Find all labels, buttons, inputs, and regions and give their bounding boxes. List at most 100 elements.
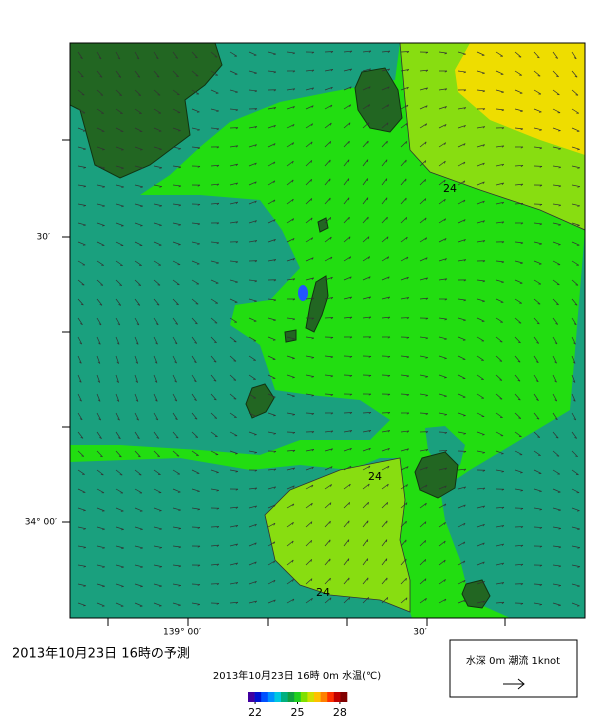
arrow [400, 178, 407, 186]
arrow [571, 260, 579, 266]
arrow [96, 431, 102, 439]
arrow [324, 197, 331, 205]
arrow-head [273, 504, 276, 508]
arrow-head [348, 236, 351, 240]
arrow [248, 542, 257, 547]
arrow [286, 559, 294, 566]
arrow [552, 165, 561, 168]
arrow [381, 316, 390, 319]
colorbar-tick-label: 25 [291, 706, 305, 719]
arrow [438, 598, 447, 604]
arrow [134, 602, 143, 607]
arrow-head [387, 68, 390, 71]
arrow-head [349, 336, 353, 339]
arrow [324, 393, 334, 395]
arrow [305, 466, 314, 471]
arrow [267, 486, 276, 490]
arrow-head [444, 395, 447, 398]
colorbar-segment [248, 692, 255, 702]
arrow [457, 239, 466, 243]
arrow-head [292, 298, 296, 301]
arrow-head [368, 68, 371, 71]
arrow-head [556, 455, 560, 457]
arrow [77, 89, 85, 96]
arrow-head [499, 398, 503, 400]
arrow [115, 146, 124, 151]
arrow-head [425, 277, 428, 280]
arrow [305, 217, 313, 224]
arrow-head [254, 581, 257, 584]
arrow [381, 104, 389, 110]
arrow-head [292, 318, 296, 321]
arrow-head [197, 147, 201, 150]
arrow [495, 469, 504, 472]
arrow [381, 197, 388, 205]
arrow-head [155, 418, 159, 421]
arrow [571, 469, 579, 475]
arrow [172, 260, 181, 266]
arrow-head [117, 323, 121, 326]
arrow-head [330, 256, 333, 260]
arrow [400, 374, 409, 377]
arrow [305, 105, 314, 110]
arrow-head [292, 218, 294, 221]
arrow [495, 221, 504, 224]
arrow [495, 374, 503, 381]
arrow [267, 219, 276, 224]
arrow [115, 317, 121, 326]
arrow [210, 127, 219, 130]
arrow-head [121, 205, 124, 208]
arrow-head [178, 585, 181, 587]
arrow-head [463, 504, 466, 508]
arrow-head [387, 86, 390, 89]
arrow [457, 393, 466, 398]
arrow-head [80, 75, 84, 78]
arrow-head [517, 341, 521, 344]
arrow [134, 450, 141, 458]
arrow-head [174, 361, 177, 364]
lat-label: 34° 00′ [25, 518, 57, 528]
arrow [153, 545, 162, 548]
arrow-head [520, 128, 524, 131]
arrow [210, 469, 219, 473]
arrow [172, 488, 181, 493]
arrow-head [102, 585, 105, 588]
arrow [153, 317, 159, 325]
arrow [305, 179, 312, 186]
arrow [210, 544, 219, 547]
arrow [552, 260, 561, 266]
arrow [77, 260, 86, 266]
arrow [343, 430, 352, 433]
arrow [514, 431, 522, 438]
arrow [153, 241, 162, 246]
cool-water [70, 458, 412, 618]
arrow-head [311, 466, 314, 470]
arrow [134, 146, 143, 150]
arrow-head [291, 179, 294, 183]
arrow [552, 450, 560, 457]
arrow [286, 598, 295, 604]
arrow-head [367, 502, 369, 505]
arrow [134, 393, 139, 402]
arrow-head [154, 380, 158, 383]
arrow [362, 122, 370, 129]
arrow [476, 240, 485, 243]
arrow [457, 599, 466, 604]
arrow [286, 160, 294, 167]
arrow [248, 412, 257, 417]
arrow [229, 182, 238, 186]
arrow [96, 526, 105, 530]
arrow [77, 203, 86, 206]
arrow [153, 450, 160, 457]
arrow-head [573, 342, 576, 345]
arrow [229, 260, 238, 263]
arrow-head [463, 468, 467, 471]
arrow [267, 541, 276, 547]
arrow-head [425, 598, 427, 601]
arrow [514, 260, 523, 264]
arrow [115, 526, 124, 530]
arrow [533, 298, 541, 305]
arrow-head [573, 418, 577, 421]
arrow-head [329, 141, 332, 144]
arrow [248, 181, 257, 186]
